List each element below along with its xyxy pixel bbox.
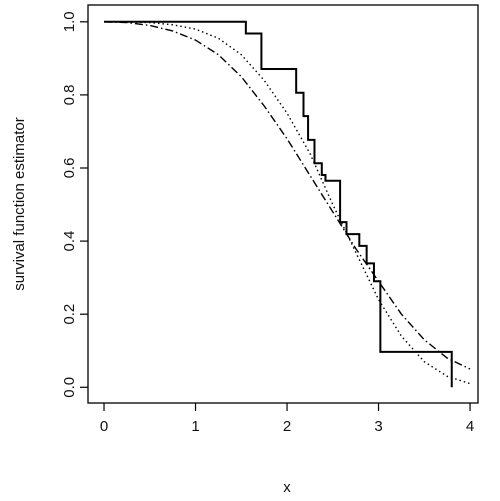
x-tick-label: 4 <box>466 418 474 435</box>
curve-dashdot <box>103 21 471 370</box>
curve-dotted <box>104 21 471 385</box>
y-tick-label: 0.0 <box>61 377 78 398</box>
x-axis-label: x <box>283 479 291 496</box>
y-tick-label: 0.4 <box>61 231 78 252</box>
y-tick-label: 0.8 <box>61 84 78 105</box>
x-tick-label: 2 <box>283 418 291 435</box>
y-axis-label: survival function estimator <box>11 117 28 290</box>
plot-frame <box>87 4 479 404</box>
y-tick-label: 0.2 <box>61 304 78 325</box>
curve-step <box>104 20 453 388</box>
x-tick-label: 0 <box>100 418 108 435</box>
x-tick-label: 1 <box>191 418 199 435</box>
y-tick-label: 1.0 <box>61 11 78 32</box>
y-tick-label: 0.6 <box>61 158 78 179</box>
x-tick-label: 3 <box>374 418 382 435</box>
